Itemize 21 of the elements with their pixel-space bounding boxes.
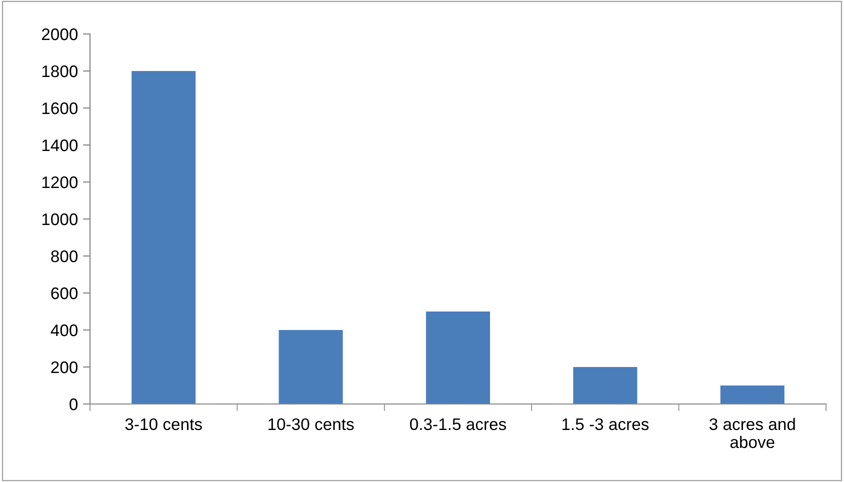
y-tick-label: 200 [51,361,78,374]
bar [132,71,196,404]
x-tick-label: 3 acres and above [709,418,795,448]
y-tick-label: 2000 [42,28,78,40]
x-tick-label: 10-30 cents [268,418,354,430]
y-tick-label: 1400 [42,139,78,152]
y-tick-label: 800 [51,250,78,262]
y-tick-label: 1000 [42,213,78,226]
y-tick-label: 0 [70,398,78,410]
y-tick-label: 600 [51,287,78,300]
bar [720,386,784,404]
y-tick-label: 1800 [42,65,78,78]
x-tick-label: 1.5 -3 acres [562,418,649,430]
y-tick-label: 1200 [42,176,78,188]
bar [573,367,638,404]
x-tick-label: 0.3-1.5 acres [410,418,506,430]
bar [278,330,343,404]
y-tick-label: 1600 [42,102,78,114]
x-tick-label: 3-10 cents [125,418,202,430]
bar [426,312,490,404]
y-tick-label: 400 [50,324,78,336]
